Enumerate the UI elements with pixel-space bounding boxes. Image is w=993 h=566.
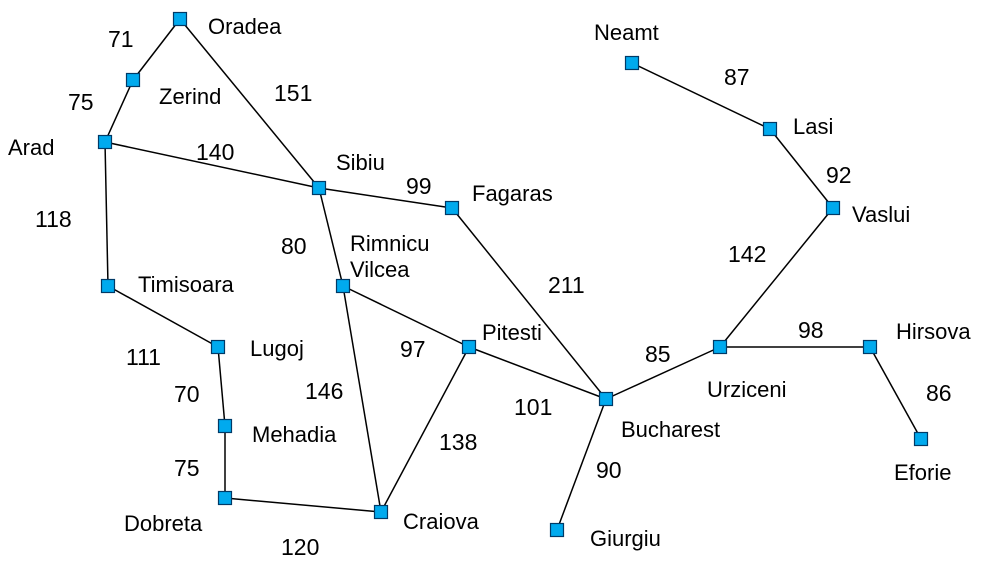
road-rimnicu-pitesti [342,285,470,348]
distance-label-sibiu-fagaras: 99 [406,173,432,199]
distance-label-dobreta-craiova: 120 [281,534,319,560]
road-timisoara-lugoj [107,285,219,348]
city-node-lasi [762,121,778,137]
city-node-craiova [373,504,389,520]
road-arad-timisoara [104,141,109,287]
distance-label-lugoj-mehadia: 70 [174,381,200,407]
city-label-urziceni: Urziceni [707,377,786,402]
city-label-lugoj: Lugoj [250,336,304,361]
city-node-zerind [125,72,141,88]
distance-label-timisoara-lugoj: 111 [126,344,161,370]
road-oradea-sibiu [179,18,320,189]
city-node-fagaras [444,200,460,216]
city-node-neamt [624,55,640,71]
road-zerind-arad [104,79,134,143]
city-label-dobreta: Dobreta [124,511,203,536]
distance-label-bucharest-giurgiu: 90 [596,457,622,483]
city-node-bucharest [598,391,614,407]
distance-label-bucharest-urziceni: 85 [645,341,671,367]
city-label-timisoara: Timisoara [138,272,235,297]
road-lugoj-mehadia [217,346,226,427]
road-pitesti-bucharest [468,346,607,400]
city-label-sibiu: Sibiu [336,150,385,175]
city-node-eforie [913,431,929,447]
road-lasi-neamt [631,62,771,130]
road-craiova-pitesti [380,346,470,513]
road-vaslui-lasi [769,128,834,209]
road-sibiu-fagaras [318,187,453,209]
city-label-pitesti: Pitesti [482,320,542,345]
road-fagaras-bucharest [451,207,607,400]
city-label-arad: Arad [8,135,54,160]
city-node-urziceni [712,339,728,355]
city-label-rimnicu: Rimnicu Vilcea [350,231,429,282]
city-labels-layer: Oradea Zerind Arad Sibiu Fagaras Rimnicu Vilce… [8,14,971,551]
city-node-mehadia [217,418,233,434]
distance-label-urziceni-hirsova: 98 [798,317,824,343]
distance-label-oradea-sibiu: 151 [274,80,312,106]
road-hirsova-eforie [869,346,922,440]
city-node-oradea [172,11,188,27]
city-node-hirsova [862,339,878,355]
road-rimnicu-craiova [342,285,382,513]
distance-label-zerind-arad: 75 [68,89,94,115]
road-bucharest-urziceni [605,346,721,400]
city-label-oradea: Oradea [208,14,282,39]
city-nodes-layer [97,11,929,538]
city-node-timisoara [100,278,116,294]
road-dobreta-craiova [224,497,382,513]
city-node-rimnicu [335,278,351,294]
distance-label-oradea-zerind: 71 [108,26,134,52]
distance-label-sibiu-rimnicu: 80 [281,233,307,259]
road-bucharest-giurgiu [556,398,607,531]
city-label-vaslui: Vaslui [852,202,910,227]
city-label-bucharest: Bucharest [621,417,720,442]
city-label-giurgiu: Giurgiu [590,526,661,551]
distance-label-mehadia-dobreta: 75 [174,455,200,481]
road-oradea-zerind [132,18,181,81]
distance-label-craiova-pitesti: 138 [439,429,477,455]
distance-label-hirsova-eforie: 86 [926,380,952,406]
city-label-neamt: Neamt [594,20,659,45]
city-node-lugoj [210,339,226,355]
distance-label-arad-sibiu: 140 [196,139,234,165]
city-node-vaslui [825,200,841,216]
road-sibiu-rimnicu [318,187,344,287]
city-node-pitesti [461,339,477,355]
city-label-hirsova: Hirsova [896,319,971,344]
city-label-mehadia: Mehadia [252,422,337,447]
city-node-dobreta [217,490,233,506]
distance-label-rimnicu-craiova: 146 [305,378,343,404]
road-urziceni-vaslui [719,207,834,348]
road-arad-sibiu [104,141,320,189]
city-label-eforie: Eforie [894,460,951,485]
city-label-zerind: Zerind [159,84,221,109]
distance-label-urziceni-vaslui: 142 [728,241,766,267]
distance-label-arad-timisoara: 118 [35,206,72,232]
distance-label-pitesti-bucharest: 101 [514,394,552,420]
city-node-giurgiu [549,522,565,538]
distance-label-vaslui-lasi: 92 [826,162,852,188]
distance-label-lasi-neamt: 87 [724,64,750,90]
distance-label-rimnicu-pitesti: 97 [400,336,426,362]
city-label-lasi: Lasi [793,114,833,139]
roads-layer [104,18,922,531]
city-label-craiova: Craiova [403,509,480,534]
city-node-arad [97,134,113,150]
city-label-fagaras: Fagaras [472,181,553,206]
city-node-sibiu [311,180,327,196]
distance-labels-layer: 71 75 151 140 118 99 80 211 97 146 111 70 75 120 138 10… [35,26,952,560]
distance-label-fagaras-bucharest: 211 [548,272,585,298]
